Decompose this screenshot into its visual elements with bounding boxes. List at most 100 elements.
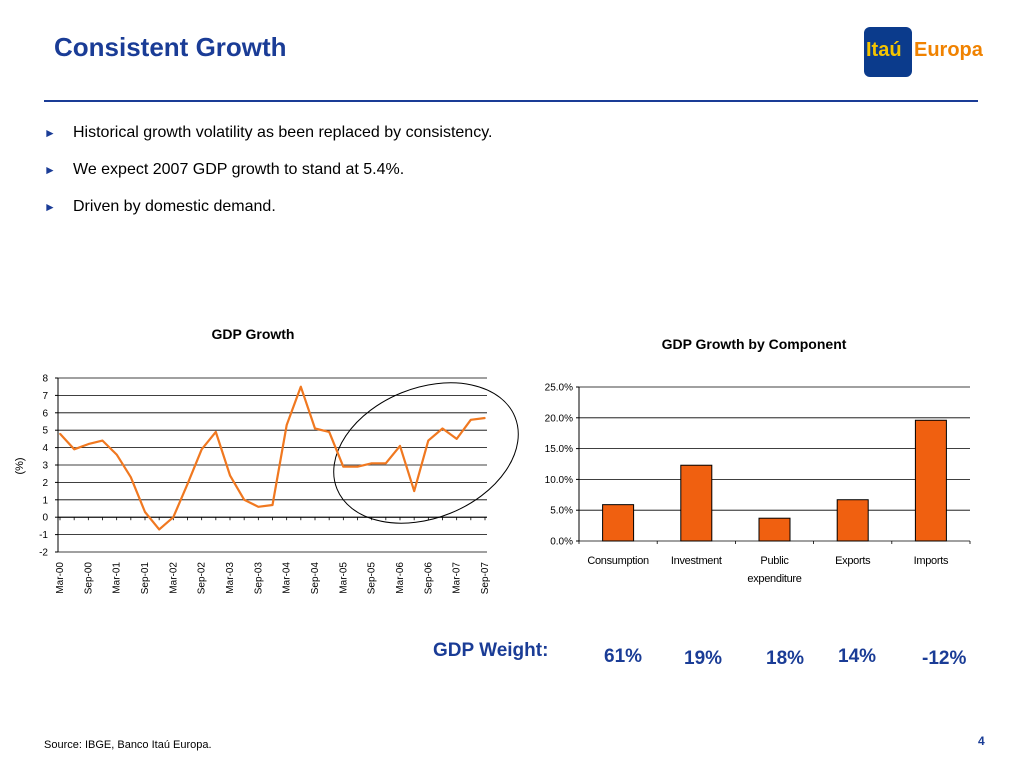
bullet-text: We expect 2007 GDP growth to stand at 5.… bbox=[73, 161, 405, 178]
bullet-arrow-icon: ► bbox=[44, 200, 56, 214]
data-point bbox=[144, 511, 146, 513]
page-title: Consistent Growth bbox=[54, 32, 287, 62]
line-chart-title: GDP Growth bbox=[212, 326, 295, 342]
data-point bbox=[413, 490, 415, 492]
data-point bbox=[328, 431, 330, 433]
data-point bbox=[158, 528, 160, 531]
bar-chart-grid bbox=[579, 386, 970, 542]
line-chart-series bbox=[59, 385, 486, 531]
gdp-weight-value: 61% bbox=[604, 646, 643, 667]
bar bbox=[914, 419, 947, 542]
data-point bbox=[200, 448, 203, 451]
y-tick-label: 7 bbox=[42, 391, 48, 402]
data-point bbox=[427, 439, 430, 442]
bullet-arrow-icon: ► bbox=[44, 126, 56, 140]
data-point bbox=[356, 465, 359, 468]
x-tick-label: expenditure bbox=[747, 573, 801, 585]
bar bbox=[602, 504, 635, 542]
x-tick-label: Mar-04 bbox=[282, 562, 293, 594]
y-tick-label: 3 bbox=[42, 461, 48, 472]
y-tick-label: -1 bbox=[39, 530, 48, 541]
y-tick-label: 15.0% bbox=[545, 444, 573, 455]
y-tick-label: 0.0% bbox=[550, 537, 573, 548]
y-tick-label: 4 bbox=[42, 443, 48, 454]
data-point bbox=[342, 465, 345, 468]
line-chart-ylabel: (%) bbox=[14, 457, 26, 474]
data-point bbox=[300, 385, 302, 388]
bar bbox=[758, 517, 791, 542]
x-tick-label: Mar-07 bbox=[452, 562, 463, 594]
data-point bbox=[399, 445, 401, 447]
y-tick-label: 25.0% bbox=[545, 383, 573, 394]
y-tick-label: -2 bbox=[39, 548, 48, 559]
logo-box bbox=[864, 27, 912, 77]
data-point bbox=[257, 505, 260, 508]
logo-itau-text: Itaú bbox=[866, 39, 902, 61]
x-tick-label: Sep-00 bbox=[83, 562, 94, 595]
y-tick-label: 2 bbox=[42, 478, 48, 489]
data-point bbox=[455, 438, 458, 440]
x-tick-label: Mar-03 bbox=[225, 562, 236, 594]
gdp-weight-label: GDP Weight: bbox=[433, 640, 549, 661]
bar-chart-title: GDP Growth by Component bbox=[662, 336, 847, 352]
data-point bbox=[115, 453, 118, 456]
x-tick-label: Mar-01 bbox=[112, 562, 123, 594]
data-point bbox=[215, 431, 217, 433]
bullet-arrow-icon: ► bbox=[44, 163, 56, 177]
data-point bbox=[243, 499, 245, 501]
x-tick-label: Sep-07 bbox=[480, 562, 491, 595]
y-tick-label: 20.0% bbox=[545, 413, 573, 424]
bar-chart-x-axis: Consumption Investment Public expenditure Ex… bbox=[578, 541, 971, 585]
bar-chart-y-axis: 0.0% 5.0% 10.0% 15.0% 20.0% 25.0% bbox=[545, 383, 580, 548]
data-point bbox=[470, 418, 472, 421]
x-tick-label: Sep-04 bbox=[310, 562, 321, 595]
x-tick-label: Exports bbox=[835, 555, 871, 567]
y-tick-label: 8 bbox=[42, 374, 48, 385]
gdp-weight-value: 18% bbox=[766, 648, 805, 669]
x-tick-label: Sep-02 bbox=[197, 562, 208, 595]
x-tick-label: Mar-00 bbox=[55, 562, 66, 594]
x-tick-label: Sep-01 bbox=[140, 562, 151, 595]
data-point bbox=[314, 427, 316, 430]
x-tick-label: Sep-05 bbox=[367, 562, 378, 595]
bullet-text: Driven by domestic demand. bbox=[73, 198, 276, 215]
data-point bbox=[73, 448, 75, 451]
data-point bbox=[370, 462, 373, 465]
data-point bbox=[130, 476, 132, 478]
gdp-weight-value: -12% bbox=[922, 648, 967, 669]
bullet-text: Historical growth volatility as been rep… bbox=[73, 124, 493, 141]
data-point bbox=[101, 439, 104, 442]
company-logo: Itaú Europa bbox=[864, 27, 983, 77]
bar bbox=[836, 499, 869, 542]
highlight-circle bbox=[333, 382, 519, 524]
x-tick-label: Consumption bbox=[587, 555, 649, 567]
x-tick-label: Mar-05 bbox=[338, 562, 349, 594]
bar bbox=[680, 464, 713, 542]
y-tick-label: 5.0% bbox=[550, 506, 573, 517]
x-tick-label: Investment bbox=[671, 555, 722, 567]
x-tick-label: Public bbox=[760, 555, 789, 567]
gdp-weight-value: 14% bbox=[838, 646, 877, 667]
logo-europa-text: Europa bbox=[914, 39, 983, 61]
data-point bbox=[172, 516, 175, 518]
y-tick-label: 10.0% bbox=[545, 475, 573, 486]
x-tick-label: Mar-06 bbox=[395, 562, 406, 594]
x-tick-label: Sep-06 bbox=[423, 562, 434, 595]
data-point bbox=[271, 504, 274, 506]
data-point bbox=[441, 427, 444, 430]
data-point bbox=[385, 462, 387, 465]
page-number: 4 bbox=[978, 734, 985, 748]
x-tick-label: Sep-03 bbox=[253, 562, 264, 595]
bar-chart-bars bbox=[602, 419, 947, 542]
gdp-weight-value: 19% bbox=[684, 648, 723, 669]
data-point bbox=[484, 417, 486, 419]
y-tick-label: 5 bbox=[42, 426, 48, 437]
line-chart-y-axis: -2 -1 0 1 2 3 4 5 6 7 8 bbox=[39, 374, 59, 559]
title-divider bbox=[44, 100, 978, 102]
x-tick-label: Imports bbox=[914, 555, 949, 567]
y-tick-label: 1 bbox=[42, 495, 48, 506]
x-tick-label: Mar-02 bbox=[168, 562, 179, 594]
data-point bbox=[59, 432, 61, 435]
line-chart-x-axis: Mar-00 Sep-00 Mar-01 Sep-01 Mar-02 Sep-02 Mar-… bbox=[55, 516, 491, 595]
data-point bbox=[186, 483, 189, 485]
